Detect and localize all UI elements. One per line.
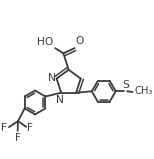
Text: N: N (57, 95, 64, 105)
Text: S: S (122, 80, 129, 90)
Text: CH₃: CH₃ (135, 86, 153, 96)
Text: F: F (27, 123, 33, 133)
Text: N: N (48, 73, 56, 83)
Text: HO: HO (37, 37, 54, 47)
Text: O: O (75, 36, 84, 46)
Text: F: F (1, 123, 7, 133)
Text: F: F (15, 133, 21, 143)
